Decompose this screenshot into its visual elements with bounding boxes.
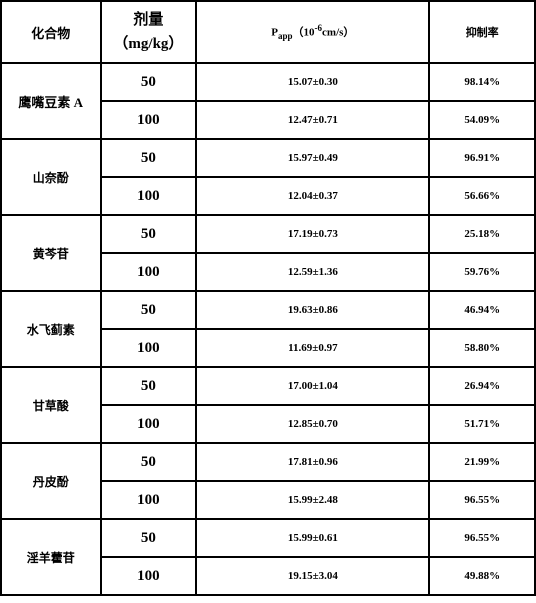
rate-cell: 54.09% xyxy=(429,101,535,139)
papp-sub: app xyxy=(278,31,293,41)
dose-cell: 100 xyxy=(101,481,197,519)
papp-cell: 19.63±0.86 xyxy=(196,291,429,329)
papp-cell: 12.85±0.70 xyxy=(196,405,429,443)
dose-cell: 100 xyxy=(101,329,197,367)
table-row: 甘草酸 50 17.00±1.04 26.94% xyxy=(1,367,535,405)
compound-name: 甘草酸 xyxy=(1,367,101,443)
compound-name: 鹰嘴豆素 A xyxy=(1,63,101,139)
papp-cell: 12.04±0.37 xyxy=(196,177,429,215)
papp-cell: 12.59±1.36 xyxy=(196,253,429,291)
dose-cell: 50 xyxy=(101,215,197,253)
header-dose-l2: （mg/kg） xyxy=(113,36,183,52)
papp-cell: 15.99±2.48 xyxy=(196,481,429,519)
compound-name: 水飞蓟素 xyxy=(1,291,101,367)
dose-cell: 100 xyxy=(101,557,197,595)
papp-cell: 19.15±3.04 xyxy=(196,557,429,595)
table-row: 丹皮酚 50 17.81±0.96 21.99% xyxy=(1,443,535,481)
dose-cell: 100 xyxy=(101,253,197,291)
papp-cell: 11.69±0.97 xyxy=(196,329,429,367)
header-rate: 抑制率 xyxy=(429,1,535,63)
dose-cell: 50 xyxy=(101,139,197,177)
compound-name: 黄芩苷 xyxy=(1,215,101,291)
rate-cell: 58.80% xyxy=(429,329,535,367)
papp-cell: 17.81±0.96 xyxy=(196,443,429,481)
dose-cell: 50 xyxy=(101,291,197,329)
papp-cell: 17.00±1.04 xyxy=(196,367,429,405)
table-row: 鹰嘴豆素 A 50 15.07±0.30 98.14% xyxy=(1,63,535,101)
dose-cell: 50 xyxy=(101,63,197,101)
rate-cell: 98.14% xyxy=(429,63,535,101)
table-row: 淫羊藿苷 50 15.99±0.61 96.55% xyxy=(1,519,535,557)
papp-cell: 15.07±0.30 xyxy=(196,63,429,101)
dose-cell: 100 xyxy=(101,101,197,139)
rate-cell: 96.55% xyxy=(429,519,535,557)
rate-cell: 49.88% xyxy=(429,557,535,595)
header-row: 化合物 剂量 （mg/kg） Papp（10-6cm/s） 抑制率 xyxy=(1,1,535,63)
header-papp: Papp（10-6cm/s） xyxy=(196,1,429,63)
header-dose-l1: 剂量 xyxy=(133,12,163,28)
header-compound: 化合物 xyxy=(1,1,101,63)
dose-cell: 100 xyxy=(101,177,197,215)
papp-cell: 15.99±0.61 xyxy=(196,519,429,557)
rate-cell: 59.76% xyxy=(429,253,535,291)
papp-sup: -6 xyxy=(315,23,323,33)
table-row: 水飞蓟素 50 19.63±0.86 46.94% xyxy=(1,291,535,329)
dose-cell: 100 xyxy=(101,405,197,443)
rate-cell: 21.99% xyxy=(429,443,535,481)
papp-mid: （10 xyxy=(293,27,315,39)
papp-cell: 12.47±0.71 xyxy=(196,101,429,139)
papp-suffix: cm/s） xyxy=(322,27,354,39)
dose-cell: 50 xyxy=(101,367,197,405)
papp-cell: 17.19±0.73 xyxy=(196,215,429,253)
rate-cell: 46.94% xyxy=(429,291,535,329)
dose-cell: 50 xyxy=(101,519,197,557)
compound-name: 丹皮酚 xyxy=(1,443,101,519)
rate-cell: 25.18% xyxy=(429,215,535,253)
data-table: 化合物 剂量 （mg/kg） Papp（10-6cm/s） 抑制率 鹰嘴豆素 A… xyxy=(0,0,536,596)
dose-cell: 50 xyxy=(101,443,197,481)
papp-cell: 15.97±0.49 xyxy=(196,139,429,177)
table-row: 山奈酚 50 15.97±0.49 96.91% xyxy=(1,139,535,177)
rate-cell: 96.55% xyxy=(429,481,535,519)
rate-cell: 26.94% xyxy=(429,367,535,405)
rate-cell: 56.66% xyxy=(429,177,535,215)
compound-name: 淫羊藿苷 xyxy=(1,519,101,595)
compound-name: 山奈酚 xyxy=(1,139,101,215)
rate-cell: 51.71% xyxy=(429,405,535,443)
rate-cell: 96.91% xyxy=(429,139,535,177)
table-row: 黄芩苷 50 17.19±0.73 25.18% xyxy=(1,215,535,253)
header-dose: 剂量 （mg/kg） xyxy=(101,1,197,63)
